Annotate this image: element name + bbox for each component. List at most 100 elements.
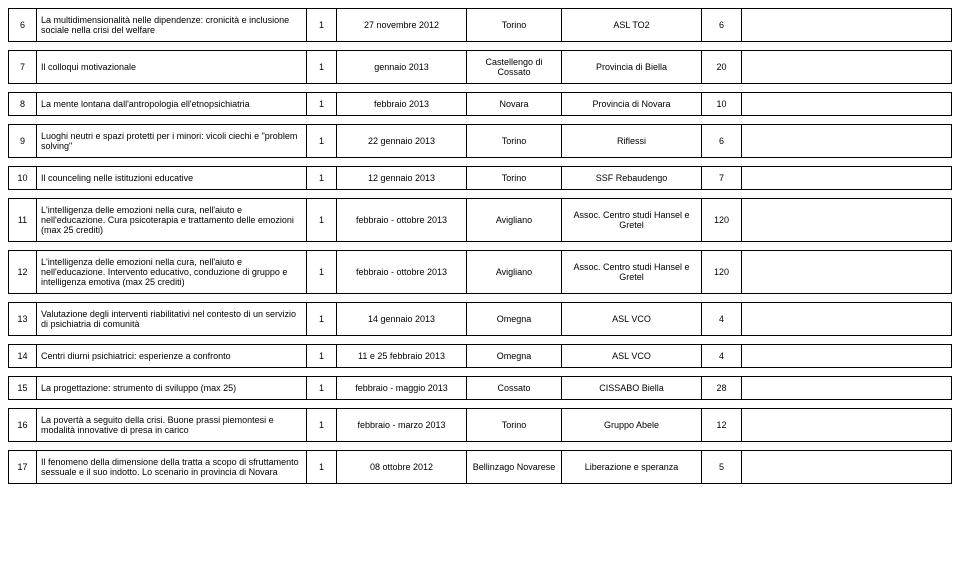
cell-empty: [742, 167, 952, 190]
cell-empty: [742, 303, 952, 336]
cell-org: ASL VCO: [562, 303, 702, 336]
cell-cred: 120: [702, 199, 742, 242]
cell-date: febbraio - maggio 2013: [337, 377, 467, 400]
row-spacer: [9, 336, 952, 345]
table-row: 14Centri diurni psichiatrici: esperienze…: [9, 345, 952, 368]
cell-num: 7: [9, 51, 37, 84]
cell-ed: 1: [307, 9, 337, 42]
cell-loc: Torino: [467, 167, 562, 190]
cell-desc: La multidimensionalità nelle dipendenze:…: [37, 9, 307, 42]
cell-cred: 5: [702, 451, 742, 484]
cell-date: 14 gennaio 2013: [337, 303, 467, 336]
cell-loc: Castellengo di Cossato: [467, 51, 562, 84]
cell-org: Provincia di Biella: [562, 51, 702, 84]
cell-ed: 1: [307, 409, 337, 442]
cell-desc: La progettazione: strumento di sviluppo …: [37, 377, 307, 400]
course-table: 6La multidimensionalità nelle dipendenze…: [8, 8, 952, 484]
row-spacer: [9, 442, 952, 451]
cell-org: CISSABO Biella: [562, 377, 702, 400]
row-spacer: [9, 42, 952, 51]
cell-desc: L'intelligenza delle emozioni nella cura…: [37, 251, 307, 294]
table-row: 6La multidimensionalità nelle dipendenze…: [9, 9, 952, 42]
cell-desc: Luoghi neutri e spazi protetti per i min…: [37, 125, 307, 158]
cell-loc: Avigliano: [467, 251, 562, 294]
cell-num: 11: [9, 199, 37, 242]
cell-empty: [742, 9, 952, 42]
cell-ed: 1: [307, 251, 337, 294]
row-spacer: [9, 368, 952, 377]
table-row: 12L'intelligenza delle emozioni nella cu…: [9, 251, 952, 294]
cell-org: Gruppo Abele: [562, 409, 702, 442]
cell-ed: 1: [307, 51, 337, 84]
cell-empty: [742, 377, 952, 400]
cell-cred: 6: [702, 125, 742, 158]
cell-date: 08 ottobre 2012: [337, 451, 467, 484]
cell-ed: 1: [307, 377, 337, 400]
cell-num: 17: [9, 451, 37, 484]
table-row: 15La progettazione: strumento di svilupp…: [9, 377, 952, 400]
cell-date: febbraio - ottobre 2013: [337, 251, 467, 294]
cell-cred: 20: [702, 51, 742, 84]
cell-empty: [742, 51, 952, 84]
cell-loc: Omegna: [467, 303, 562, 336]
cell-ed: 1: [307, 345, 337, 368]
cell-cred: 4: [702, 345, 742, 368]
cell-org: Liberazione e speranza: [562, 451, 702, 484]
cell-loc: Novara: [467, 93, 562, 116]
cell-desc: L'intelligenza delle emozioni nella cura…: [37, 199, 307, 242]
cell-num: 8: [9, 93, 37, 116]
table-row: 7Il colloqui motivazionale1gennaio 2013C…: [9, 51, 952, 84]
cell-date: gennaio 2013: [337, 51, 467, 84]
row-spacer: [9, 242, 952, 251]
cell-num: 12: [9, 251, 37, 294]
row-spacer: [9, 294, 952, 303]
cell-date: 12 gennaio 2013: [337, 167, 467, 190]
cell-loc: Torino: [467, 125, 562, 158]
cell-date: 11 e 25 febbraio 2013: [337, 345, 467, 368]
cell-org: ASL TO2: [562, 9, 702, 42]
row-spacer: [9, 158, 952, 167]
row-spacer: [9, 116, 952, 125]
cell-num: 15: [9, 377, 37, 400]
cell-num: 16: [9, 409, 37, 442]
table-row: 10Il counceling nelle istituzioni educat…: [9, 167, 952, 190]
cell-date: febbraio - ottobre 2013: [337, 199, 467, 242]
cell-cred: 120: [702, 251, 742, 294]
cell-empty: [742, 451, 952, 484]
cell-num: 14: [9, 345, 37, 368]
table-row: 13Valutazione degli interventi riabilita…: [9, 303, 952, 336]
row-spacer: [9, 190, 952, 199]
row-spacer: [9, 84, 952, 93]
cell-cred: 12: [702, 409, 742, 442]
cell-loc: Omegna: [467, 345, 562, 368]
table-row: 9Luoghi neutri e spazi protetti per i mi…: [9, 125, 952, 158]
cell-ed: 1: [307, 93, 337, 116]
cell-loc: Bellinzago Novarese: [467, 451, 562, 484]
cell-desc: La mente lontana dall'antropologia ell'e…: [37, 93, 307, 116]
cell-ed: 1: [307, 199, 337, 242]
cell-desc: Valutazione degli interventi riabilitati…: [37, 303, 307, 336]
cell-loc: Torino: [467, 409, 562, 442]
row-spacer: [9, 400, 952, 409]
cell-org: SSF Rebaudengo: [562, 167, 702, 190]
cell-empty: [742, 409, 952, 442]
table-row: 8La mente lontana dall'antropologia ell'…: [9, 93, 952, 116]
cell-org: Provincia di Novara: [562, 93, 702, 116]
table-row: 17Il fenomeno della dimensione della tra…: [9, 451, 952, 484]
cell-desc: La povertà a seguito della crisi. Buone …: [37, 409, 307, 442]
cell-num: 9: [9, 125, 37, 158]
cell-date: febbraio - marzo 2013: [337, 409, 467, 442]
table-row: 11L'intelligenza delle emozioni nella cu…: [9, 199, 952, 242]
cell-org: Assoc. Centro studi Hansel e Gretel: [562, 251, 702, 294]
cell-num: 10: [9, 167, 37, 190]
cell-loc: Avigliano: [467, 199, 562, 242]
cell-ed: 1: [307, 167, 337, 190]
cell-org: ASL VCO: [562, 345, 702, 368]
cell-org: Riflessi: [562, 125, 702, 158]
cell-empty: [742, 93, 952, 116]
cell-ed: 1: [307, 303, 337, 336]
cell-cred: 4: [702, 303, 742, 336]
cell-cred: 10: [702, 93, 742, 116]
cell-num: 6: [9, 9, 37, 42]
cell-loc: Cossato: [467, 377, 562, 400]
